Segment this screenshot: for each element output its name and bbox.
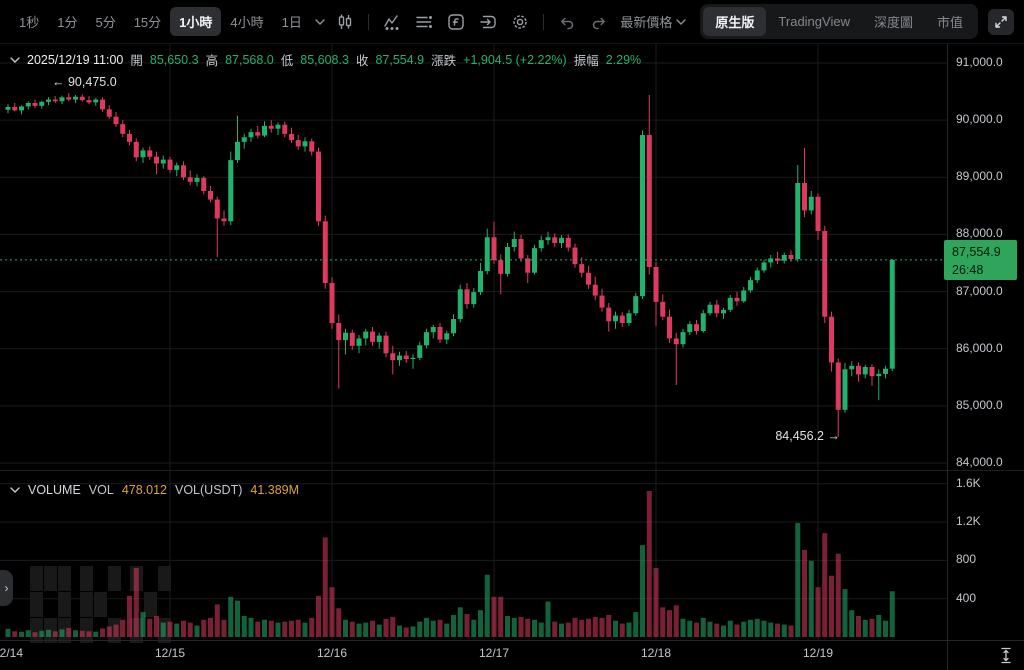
okx-watermark xyxy=(158,566,171,591)
timeframe-1d[interactable]: 1日 xyxy=(281,15,302,30)
price-axis-label: 91,000.0 xyxy=(956,55,1003,69)
right-arrow-icon: → xyxy=(827,428,841,443)
price-axis-label: 85,000.0 xyxy=(956,397,1003,412)
timeframe-4h[interactable]: 4小時 xyxy=(230,15,264,30)
candlestick-volume-chart[interactable] xyxy=(0,44,1024,670)
timeframe-1m[interactable]: 1分 xyxy=(57,15,78,30)
latest-price-label: 最新價格 xyxy=(620,15,673,30)
time-axis-separator xyxy=(0,640,1024,641)
high-annotation-value: 90,475.0 xyxy=(67,75,117,89)
auto-fit-axis-button[interactable] xyxy=(995,645,1017,665)
time-axis-label: 12/14 xyxy=(0,646,24,660)
tab-market-cap[interactable]: 市值 xyxy=(936,15,963,30)
expand-panel-button[interactable]: › xyxy=(0,570,13,606)
pane-separator xyxy=(0,470,1024,471)
low-label: 低 xyxy=(280,54,294,68)
redo-icon[interactable] xyxy=(586,9,612,35)
undo-icon[interactable] xyxy=(554,9,580,35)
okx-watermark xyxy=(94,592,107,617)
okx-watermark xyxy=(30,592,43,617)
volume-axis-label: 800 xyxy=(956,552,977,567)
time-axis-label: 12/17 xyxy=(478,646,510,660)
okx-watermark xyxy=(80,592,93,617)
high-annotation: ← 90,475.0 xyxy=(52,75,117,89)
current-price-value: 87,554.9 xyxy=(952,244,1001,259)
fullscreen-button[interactable] xyxy=(988,8,1014,35)
vol-value: 478.012 xyxy=(121,483,167,497)
price-axis-label: 90,000.0 xyxy=(956,112,1003,127)
low-annotation: 84,456.2 → xyxy=(760,429,840,443)
fit-scale-icon xyxy=(1001,647,1011,663)
change-label: 漲跌 xyxy=(431,54,457,68)
latest-price-dropdown[interactable]: 最新價格 xyxy=(620,12,687,31)
time-axis-label: 12/15 xyxy=(154,646,186,660)
list-icon[interactable] xyxy=(411,9,437,35)
chart-view-switcher: 原生版 TradingView 深度圖 市值 xyxy=(700,4,978,39)
left-arrow-icon: ← xyxy=(52,75,65,89)
price-axis-border xyxy=(947,44,948,670)
change-value: +1,904.5 (+2.22%) xyxy=(463,52,567,67)
high-label: 高 xyxy=(205,54,219,68)
okx-watermark xyxy=(80,566,93,591)
toolbar-divider xyxy=(367,13,369,30)
close-value: 87,554.9 xyxy=(375,52,425,67)
vol-usdt-label: VOL(USDT) xyxy=(175,483,243,497)
price-axis-label: 87,000.0 xyxy=(956,283,1003,298)
time-axis-label: 12/16 xyxy=(316,646,348,660)
okx-watermark xyxy=(58,592,71,617)
okx-watermark xyxy=(144,592,157,617)
ohlc-info-bar: 2025/12/19 11:00 開 85,650.3 高 87,568.0 低… xyxy=(10,50,641,69)
timeframe-1h[interactable]: 1小時 xyxy=(170,7,222,36)
low-annotation-value: 84,456.2 xyxy=(775,428,825,443)
close-label: 收 xyxy=(355,54,369,68)
volume-axis-label: 1.2K xyxy=(956,514,981,529)
chart-area[interactable]: 2025/12/19 11:00 開 85,650.3 高 87,568.0 低… xyxy=(0,44,1024,670)
okx-watermark xyxy=(58,566,71,591)
timeframe-15m[interactable]: 15分 xyxy=(133,15,162,30)
fullscreen-icon xyxy=(995,15,1007,28)
indicators-icon[interactable] xyxy=(379,9,405,35)
volume-axis-label: 1.6K xyxy=(956,475,981,490)
vol-label: VOL xyxy=(88,483,114,497)
chevron-down-icon[interactable] xyxy=(10,487,20,493)
open-value: 85,650.3 xyxy=(149,52,199,67)
time-axis-label: 12/19 xyxy=(802,646,834,660)
time-axis-label: 12/18 xyxy=(640,646,672,660)
candle-datetime: 2025/12/19 11:00 xyxy=(27,52,124,67)
okx-watermark xyxy=(108,566,121,591)
high-value: 87,568.0 xyxy=(225,52,274,67)
candle-countdown: 26:48 xyxy=(952,262,984,277)
price-axis-label: 89,000.0 xyxy=(956,169,1003,184)
volume-axis-label: 400 xyxy=(956,590,977,605)
open-label: 開 xyxy=(130,54,143,68)
chevron-down-icon[interactable] xyxy=(315,18,325,25)
timeframe-1s[interactable]: 1秒 xyxy=(19,15,40,30)
settings-gear-icon[interactable] xyxy=(507,9,533,35)
okx-watermark xyxy=(30,566,43,591)
volume-title: VOLUME xyxy=(28,483,81,497)
candlestick-icon[interactable] xyxy=(332,9,358,35)
tab-tradingview[interactable]: TradingView xyxy=(778,14,850,29)
price-axis-label: 88,000.0 xyxy=(956,226,1003,241)
chevron-down-icon[interactable] xyxy=(10,56,20,63)
chart-toolbar: 1秒 1分 5分 15分 1小時 4小時 1日 xyxy=(0,0,1024,44)
tab-native-version[interactable]: 原生版 xyxy=(703,7,767,36)
low-value: 85,608.3 xyxy=(300,52,349,67)
price-axis-label: 86,000.0 xyxy=(956,340,1003,355)
amplitude-label: 振幅 xyxy=(573,54,599,68)
amplitude-value: 2.29% xyxy=(605,52,642,67)
price-axis-label: 84,000.0 xyxy=(956,455,1003,469)
current-price-badge[interactable]: 87,554.9 26:48 xyxy=(944,239,1017,280)
toolbar-divider xyxy=(542,13,544,30)
timeframe-5m[interactable]: 5分 xyxy=(95,15,116,30)
script-icon[interactable] xyxy=(443,9,469,35)
chevron-down-icon xyxy=(676,18,687,25)
replay-icon[interactable] xyxy=(475,9,501,35)
vol-usdt-value: 41.389M xyxy=(250,483,300,497)
okx-watermark xyxy=(44,566,57,591)
volume-info-bar: VOLUME VOL 478.012 VOL(USDT) 41.389M xyxy=(10,483,299,497)
tab-depth-chart[interactable]: 深度圖 xyxy=(873,15,913,30)
